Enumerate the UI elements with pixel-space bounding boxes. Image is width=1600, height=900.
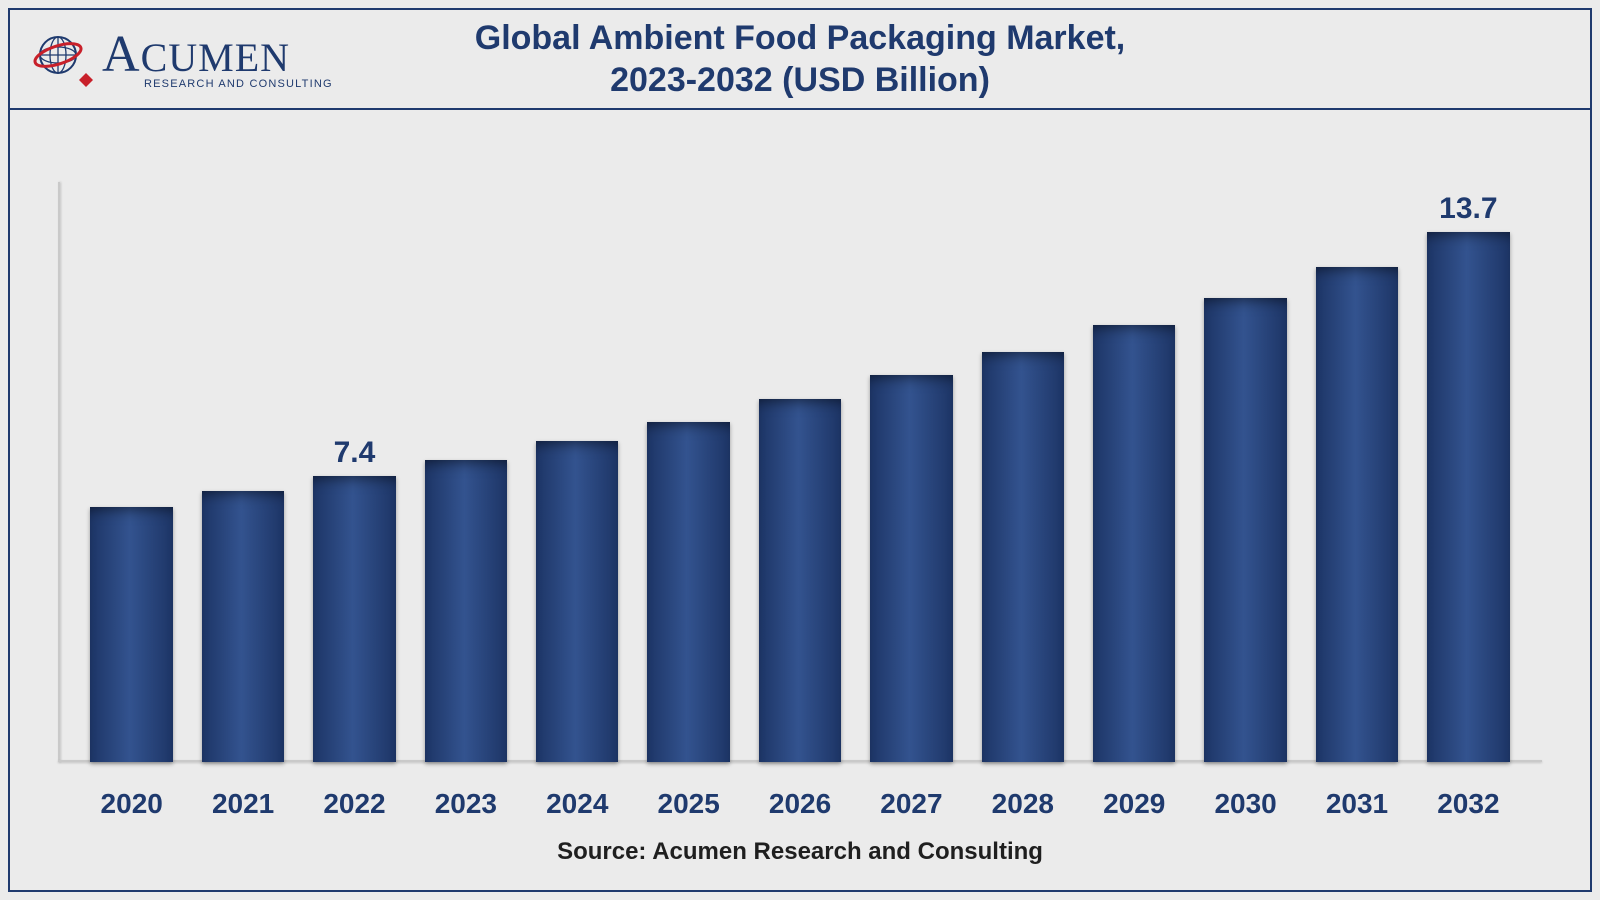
bar-slot: 13.7 <box>1413 182 1524 762</box>
bar-slot <box>967 182 1078 762</box>
x-axis-label: 2026 <box>744 788 855 820</box>
bars-container: 7.4 13.7 <box>76 182 1524 762</box>
bar <box>425 460 507 762</box>
brand-text: ACUMEN RESEARCH AND CONSULTING <box>102 29 333 90</box>
bar <box>1316 267 1398 762</box>
plot-area: 7.4 13.7 <box>58 182 1542 762</box>
bar-slot <box>187 182 298 762</box>
bar <box>90 507 172 762</box>
x-axis-label: 2025 <box>633 788 744 820</box>
x-axis-label: 2022 <box>299 788 410 820</box>
x-axis-label: 2021 <box>187 788 298 820</box>
x-axis-labels: 2020202120222023202420252026202720282029… <box>76 788 1524 820</box>
bar-slot <box>410 182 521 762</box>
bar <box>982 352 1064 762</box>
x-axis-label: 2030 <box>1190 788 1301 820</box>
x-axis-label: 2028 <box>967 788 1078 820</box>
bar <box>759 399 841 762</box>
bar-slot: 7.4 <box>299 182 410 762</box>
source-attribution: Source: Acumen Research and Consulting <box>18 838 1582 866</box>
brand-name-rest: CUMEN <box>141 35 290 80</box>
bar-value-label: 7.4 <box>334 436 376 470</box>
bar-slot <box>1301 182 1412 762</box>
brand-name: ACUMEN <box>102 29 333 81</box>
bar <box>1427 232 1509 762</box>
bar-slot <box>1079 182 1190 762</box>
x-axis-label: 2027 <box>856 788 967 820</box>
bar <box>1204 298 1286 762</box>
chart-region: 7.4 13.7 20202021202220232024202520262027… <box>18 122 1582 882</box>
bar <box>1093 325 1175 762</box>
chart-frame: ACUMEN RESEARCH AND CONSULTING Global Am… <box>8 8 1592 892</box>
bar-slot <box>856 182 967 762</box>
bar-slot <box>522 182 633 762</box>
x-axis-label: 2032 <box>1413 788 1524 820</box>
bar <box>647 422 729 762</box>
header-band: ACUMEN RESEARCH AND CONSULTING Global Am… <box>10 10 1590 110</box>
y-axis-line <box>58 182 60 762</box>
x-axis-label: 2029 <box>1079 788 1190 820</box>
brand-tagline: RESEARCH AND CONSULTING <box>144 79 333 90</box>
x-axis-label: 2020 <box>76 788 187 820</box>
bar-slot <box>633 182 744 762</box>
x-axis-label: 2023 <box>410 788 521 820</box>
bar-value-label: 13.7 <box>1439 192 1497 226</box>
x-axis-label: 2031 <box>1301 788 1412 820</box>
x-axis-label: 2024 <box>522 788 633 820</box>
bar-slot <box>1190 182 1301 762</box>
brand-logo: ACUMEN RESEARCH AND CONSULTING <box>30 27 333 91</box>
bar <box>536 441 618 762</box>
bar <box>313 476 395 762</box>
bar-slot <box>744 182 855 762</box>
bar-slot <box>76 182 187 762</box>
globe-icon <box>30 27 94 91</box>
bar <box>870 375 952 762</box>
bar <box>202 491 284 762</box>
